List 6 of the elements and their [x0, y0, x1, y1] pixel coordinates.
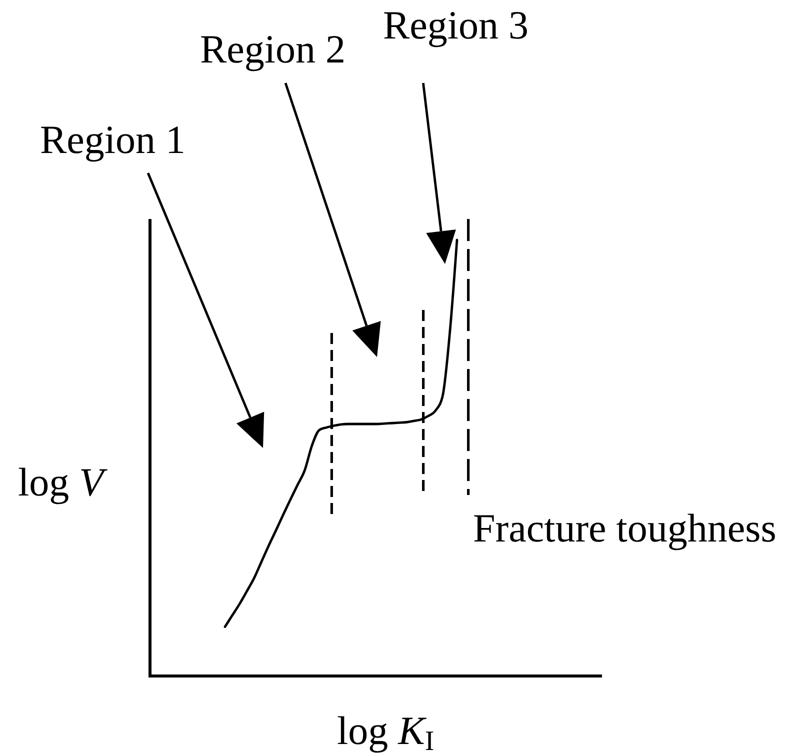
text: Region 2 [200, 26, 346, 72]
y-axis-title: log V [18, 460, 108, 504]
annotation: Fracture toughness [473, 506, 776, 550]
text: Region 3 [383, 2, 529, 48]
text: Region 1 [40, 117, 186, 162]
x-axis-title: log K$_{I}$ [337, 708, 434, 753]
